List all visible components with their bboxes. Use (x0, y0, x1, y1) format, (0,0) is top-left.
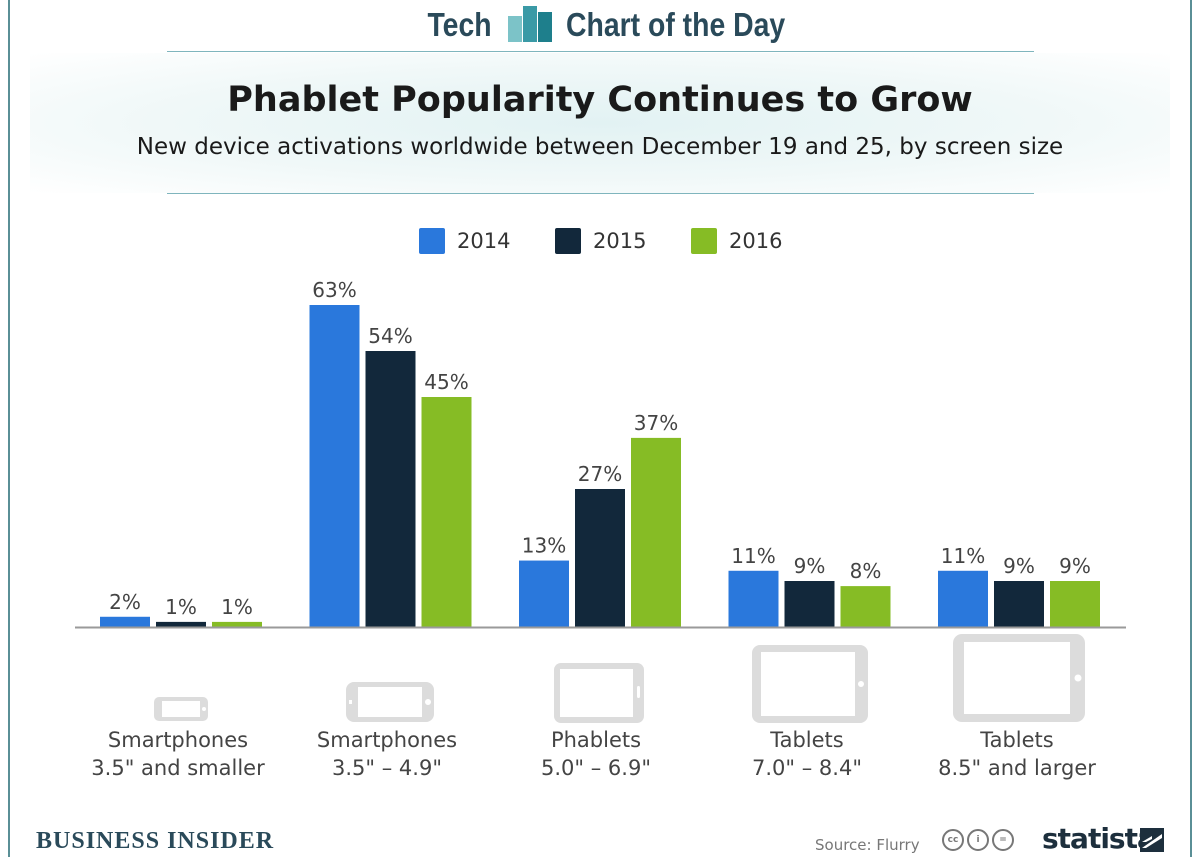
category-line-2: 3.5" and smaller (91, 756, 265, 780)
value-label-2016-1: 45% (424, 370, 468, 394)
bar-2014-3 (728, 570, 779, 627)
legend-swatch-2016 (691, 228, 717, 254)
top-rule (167, 51, 1034, 52)
legend-label-2016: 2016 (729, 229, 783, 253)
legend-label-2015: 2015 (593, 229, 647, 253)
small-phone-icon (154, 697, 208, 721)
business-insider-logo[interactable]: BUSINESS INSIDER (36, 828, 275, 854)
category-label: Smartphones 3.5" – 4.9" (277, 726, 497, 782)
legend-item-2014: 2014 (419, 226, 510, 256)
bar-2015-1 (365, 351, 416, 627)
category-line-2: 7.0" – 8.4" (752, 756, 862, 780)
phone-icon (346, 682, 434, 722)
legend-swatch-2014 (419, 228, 445, 254)
category-line-2: 3.5" – 4.9" (332, 756, 442, 780)
legend-item-2015: 2015 (555, 226, 646, 256)
license-icons[interactable]: cc i = (942, 829, 1014, 851)
bottom-rule (167, 193, 1034, 194)
category-line-1: Tablets (980, 728, 1054, 752)
value-label-2014-2: 13% (522, 534, 566, 558)
bar-2015-0 (156, 621, 206, 627)
phablet-icon (554, 663, 644, 723)
bar-2016-3 (840, 586, 891, 627)
value-label-2014-0: 2% (109, 590, 141, 614)
legend-swatch-2015 (555, 228, 581, 254)
category-label: Smartphones 3.5" and smaller (68, 726, 288, 782)
statista-wordmark[interactable]: statista (1042, 822, 1156, 855)
value-label-2014-4: 11% (941, 544, 985, 568)
bar-2016-1 (421, 397, 472, 627)
value-label-2015-3: 9% (794, 554, 826, 578)
category-label: Tablets 7.0" – 8.4" (697, 726, 917, 782)
value-label-2016-3: 8% (850, 559, 882, 583)
category-line-1: Phablets (550, 728, 642, 752)
brand-chart-of-the-day: Chart of the Day (566, 6, 786, 43)
category-line-2: 8.5" and larger (938, 756, 1096, 780)
legend-label-2014: 2014 (457, 229, 511, 253)
source-note: Source: Flurry (815, 836, 920, 854)
bar-2015-2 (575, 489, 625, 627)
bar-chart-logo-icon (508, 6, 552, 42)
frame-left-border (8, 0, 10, 857)
bar-2014-2 (519, 560, 569, 627)
bar-2015-4 (994, 581, 1044, 627)
category-line-1: Smartphones (107, 728, 249, 752)
creative-commons-icon[interactable]: cc (942, 829, 964, 851)
no-derivatives-icon[interactable]: = (992, 829, 1014, 851)
bar-2015-3 (784, 581, 835, 627)
frame-right-border (1190, 0, 1192, 857)
bar-2016-4 (1050, 581, 1100, 627)
value-label-2016-4: 9% (1059, 554, 1091, 578)
value-label-2016-0: 1% (221, 595, 253, 619)
bar-2014-1 (309, 305, 360, 627)
category-label: Tablets 8.5" and larger (907, 726, 1127, 782)
value-label-2015-0: 1% (165, 595, 197, 619)
value-label-2014-1: 63% (312, 278, 356, 302)
legend: 2014 2015 2016 (0, 226, 1200, 256)
bar-2016-2 (631, 437, 681, 627)
value-label-2014-3: 11% (731, 544, 775, 568)
value-label-2015-4: 9% (1003, 554, 1035, 578)
category-label: Phablets 5.0" – 6.9" (486, 726, 706, 782)
chart-subtitle: New device activations worldwide between… (136, 134, 1064, 160)
bar-2016-0 (212, 621, 262, 627)
category-line-2: 5.0" – 6.9" (541, 756, 651, 780)
title-band (30, 53, 1170, 193)
attribution-icon[interactable]: i (967, 829, 989, 851)
chart-title: Phablet Popularity Continues to Grow (227, 80, 973, 120)
category-line-1: Smartphones (316, 728, 458, 752)
statista-logo-icon[interactable] (1140, 828, 1164, 852)
large-tablet-icon (953, 634, 1085, 722)
value-label-2015-2: 27% (578, 462, 622, 486)
legend-item-2016: 2016 (691, 226, 782, 256)
header-brand: Tech Chart of the Day (0, 4, 1200, 48)
small-tablet-icon (752, 645, 868, 723)
value-label-2015-1: 54% (368, 324, 412, 348)
category-line-1: Tablets (770, 728, 844, 752)
brand-tech: Tech (427, 6, 492, 43)
bar-2014-4 (938, 570, 988, 627)
value-label-2016-2: 37% (634, 411, 678, 435)
bar-2014-0 (100, 616, 150, 627)
